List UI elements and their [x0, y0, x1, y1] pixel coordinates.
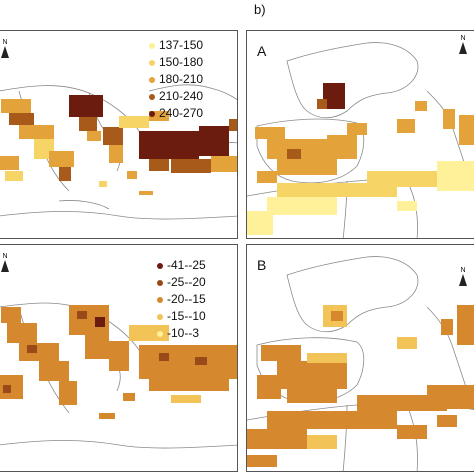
raster-cells-bottom-left	[0, 305, 237, 419]
panel-letter-b: B	[257, 257, 267, 273]
legend-label: -20--15	[167, 292, 206, 306]
map-b	[247, 256, 474, 471]
legend-label: 240-270	[159, 106, 204, 120]
raster-cells-a	[247, 83, 474, 235]
legend-item: 210-240	[149, 88, 203, 105]
map-bottom-left	[0, 302, 237, 449]
legend-label: -41--25	[167, 258, 206, 272]
panel-letter-a: A	[257, 43, 267, 59]
map-panel-b: B N	[246, 244, 474, 472]
legend-item: -15--10	[157, 308, 206, 325]
legend-label: -15--10	[167, 309, 206, 323]
legend-item: 180-210	[149, 71, 203, 88]
map-a	[247, 42, 474, 238]
legend-item: -20--15	[157, 291, 206, 308]
legend-item: -41--25	[157, 257, 206, 274]
legend-item: 137-150	[149, 37, 203, 54]
legend-top-left: 137-150 150-180 180-210 210-240 240-270	[149, 37, 203, 122]
north-arrow-icon: N	[459, 35, 467, 54]
legend-label: 210-240	[159, 89, 204, 103]
map-panel-a: A N	[246, 30, 474, 239]
legend-item: -25--20	[157, 274, 206, 291]
map-top-left	[0, 84, 237, 220]
north-label: N	[460, 35, 466, 42]
north-arrow-icon: N	[1, 39, 9, 58]
map-panel-top-left: N 137-150 150-180 180-210 210-240 240-27…	[0, 30, 238, 239]
legend-item: 240-270	[149, 105, 203, 122]
map-panel-bottom-left: N -41--25 -25--20 -20--15 -15--10 -10--3	[0, 244, 238, 472]
legend-item: 150-180	[149, 54, 203, 71]
north-arrow-icon: N	[1, 253, 9, 272]
legend-bottom-left: -41--25 -25--20 -20--15 -15--10 -10--3	[157, 257, 206, 342]
north-arrow-icon: N	[459, 267, 467, 286]
north-label: N	[460, 267, 466, 274]
north-label: N	[2, 39, 8, 46]
raster-cells-b	[247, 305, 474, 467]
legend-label: 180-210	[159, 72, 204, 86]
figure-label: b)	[254, 2, 266, 17]
legend-label: 137-150	[159, 38, 204, 52]
north-label: N	[2, 253, 8, 260]
raster-cells-top-left	[0, 95, 237, 195]
legend-label: 150-180	[159, 55, 204, 69]
legend-item: -10--3	[157, 325, 206, 342]
legend-label: -25--20	[167, 275, 206, 289]
legend-label: -10--3	[167, 326, 200, 340]
